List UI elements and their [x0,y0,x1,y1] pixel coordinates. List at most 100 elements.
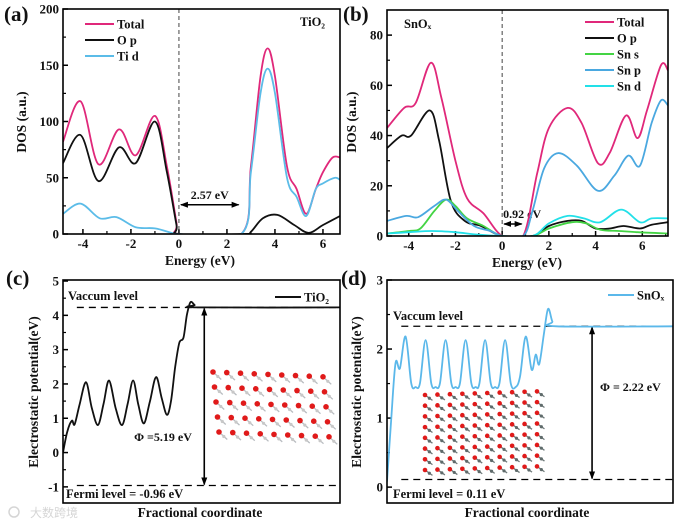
x-tick-label: 6 [639,238,646,253]
oxygen-atom [484,433,490,439]
metal-atom [489,416,494,420]
oxygen-atom [484,465,490,471]
metal-atom [427,450,431,454]
legend-label: Ti d [117,50,139,64]
oxygen-atom [484,412,490,417]
oxygen-atom [509,454,515,459]
oxygen-atom [214,414,221,420]
oxygen-atom [534,421,540,426]
oxygen-atom [324,419,331,425]
oxygen-atom [497,443,502,449]
oxygen-atom [447,424,453,429]
slab-structure-image [210,369,338,445]
metal-atom [249,436,253,440]
oxygen-atom [447,445,453,451]
oxygen-atom [497,422,502,428]
metal-atom [303,423,307,427]
metal-atom [502,426,506,430]
legend-label: Total [117,18,145,32]
plot-frame [62,279,341,504]
oxygen-atom [306,373,313,380]
oxygen-atom [460,445,465,450]
x-tick-label: -4 [78,236,89,251]
oxygen-atom [497,454,502,460]
oxygen-atom [213,399,219,405]
metal-atom [313,394,318,398]
metal-atom [514,404,519,408]
oxygen-atom [460,434,465,439]
oxygen-atom [320,374,326,380]
y-tick-label: 0 [377,229,384,244]
x-tick-label: 6 [320,236,327,251]
oxygen-atom [509,411,515,416]
metal-atom [235,435,240,439]
y-tick-label: 50 [46,170,59,185]
oxygen-atom [472,412,478,418]
metal-atom [298,378,302,382]
metal-atom [539,435,543,440]
x-tick-label: -2 [126,236,137,251]
metal-atom [527,404,531,408]
oxygen-atom [447,434,453,440]
oxygen-atom [509,464,515,470]
oxygen-atom [447,456,453,461]
metal-atom [527,393,531,397]
chart-title: TiO₂ [300,15,325,29]
series-line-ti-d [63,67,340,234]
oxygen-atom [534,399,540,405]
metal-atom [452,395,456,400]
metal-atom [539,457,543,461]
metal-atom [502,469,506,473]
oxygen-atom [211,384,218,390]
y-axis-title: Electrostatic potential(eV) [26,316,41,468]
oxygen-atom [435,456,440,462]
y-tick-label: 1 [53,411,60,426]
x-tick-label: 2 [546,238,553,253]
oxygen-atom [269,416,276,423]
series-line-sn-p [387,98,668,236]
metal-atom [502,447,506,451]
metal-atom [477,405,481,409]
oxygen-atom [522,389,527,395]
oxygen-atom [534,410,540,416]
oxygen-atom [460,423,465,429]
metal-atom [502,404,506,409]
oxygen-atom [522,453,527,459]
oxygen-atom [307,388,314,395]
metal-atom [427,471,431,475]
metal-atom [440,396,444,400]
oxygen-atom [509,389,515,395]
oxygen-atom [265,371,271,378]
oxygen-atom [484,401,490,407]
y-tick-label: 0 [53,227,60,242]
y-tick-label: -1 [48,479,59,494]
metal-atom [514,425,519,430]
oxygen-atom [472,423,478,428]
oxygen-atom [242,415,248,422]
plot-area: Φ = 2.22 eV Vaccum level Fermi level = 0.1… [387,307,673,501]
metal-atom [539,446,543,450]
oxygen-atom [228,414,235,421]
oxygen-atom [323,404,329,410]
metal-atom [245,391,249,395]
oxygen-atom [281,402,288,408]
watermark-text: 大数跨境 [30,505,78,520]
oxygen-atom [280,387,287,393]
plot-frame [386,279,674,504]
x-tick-label: 4 [272,236,279,251]
series-line-o-p [63,120,340,234]
oxygen-atom [422,456,428,462]
oxygen-atom [422,414,428,419]
oxygen-atom [310,418,317,425]
metal-atom [465,427,469,431]
metal-atom [465,448,469,453]
x-tick-label: 0 [499,238,506,253]
oxygen-atom [460,466,465,472]
band-gap-label: 0.92 eV [503,207,541,221]
metal-atom [527,457,531,461]
y-tick-label: 150 [40,58,60,73]
metal-atom [220,419,224,424]
oxygen-atom [472,444,478,450]
metal-atom [257,376,261,380]
x-tick-label: -4 [403,238,414,253]
